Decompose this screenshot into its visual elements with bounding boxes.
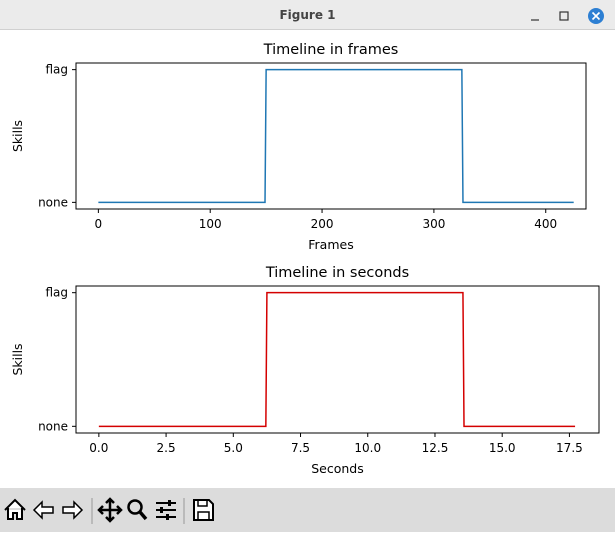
save-button[interactable] <box>193 499 214 521</box>
x-tick-label: 15.0 <box>489 441 516 455</box>
x-axis-label: Seconds <box>311 461 364 476</box>
x-tick-label: 2.5 <box>157 441 176 455</box>
title-bar: Figure 1 <box>0 0 615 30</box>
x-tick-label: 10.0 <box>354 441 381 455</box>
y-axis-label: Skills <box>10 120 25 152</box>
line <box>98 68 574 204</box>
configure-button[interactable] <box>156 500 176 520</box>
axes-frame <box>75 285 600 434</box>
chart-title: Timeline in frames <box>263 42 399 58</box>
window-controls <box>531 8 604 24</box>
x-tick-label: 100 <box>199 217 222 231</box>
toolbar-icons <box>4 497 214 524</box>
x-tick-label: 12.5 <box>422 441 449 455</box>
y-tick-label: flag <box>45 286 68 300</box>
x-tick-label: 0 <box>95 217 103 231</box>
maximize-button[interactable] <box>559 11 569 21</box>
x-axis-label: Frames <box>308 237 353 252</box>
line <box>98 291 576 428</box>
figure: Timeline in frames Frames Skills 0 100 200 300… <box>10 42 600 476</box>
x-tick-label: 0.0 <box>89 441 108 455</box>
y-tick-label: none <box>38 195 68 209</box>
x-tick-label: 400 <box>534 217 557 231</box>
x-tick-label: 17.5 <box>556 441 583 455</box>
home-button[interactable] <box>4 498 26 520</box>
x-tick-label: 7.5 <box>291 441 310 455</box>
x-tick-label: 5.0 <box>224 441 243 455</box>
forward-button[interactable] <box>62 500 84 520</box>
zoom-button[interactable] <box>127 499 148 521</box>
x-tick-label: 300 <box>422 217 445 231</box>
close-button[interactable] <box>588 8 604 24</box>
y-tick-label: flag <box>45 63 68 77</box>
chart-title: Timeline in seconds <box>265 265 409 281</box>
window-title: Figure 1 <box>279 8 336 22</box>
y-axis-label: Skills <box>10 343 25 375</box>
y-tick-label: none <box>38 419 68 433</box>
back-button[interactable] <box>32 500 54 520</box>
axes-frame <box>75 62 587 210</box>
pan-button[interactable] <box>97 497 123 523</box>
x-tick-label: 200 <box>311 217 334 231</box>
toolbar <box>0 488 615 532</box>
